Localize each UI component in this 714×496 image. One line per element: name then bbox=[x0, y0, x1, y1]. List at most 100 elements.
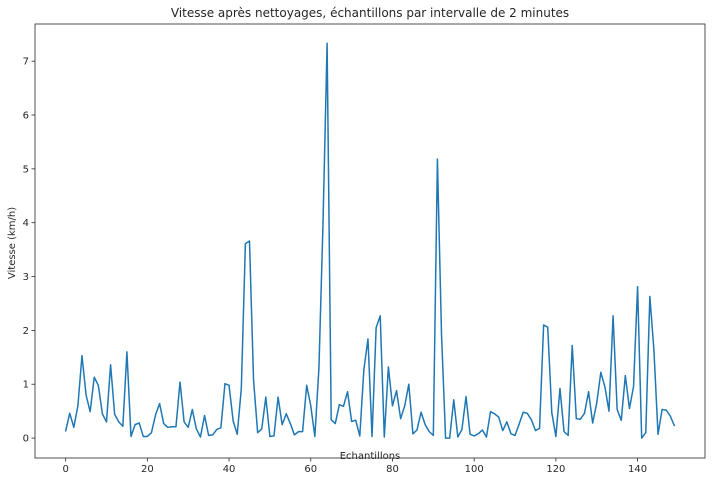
data-point bbox=[608, 410, 610, 412]
y-tick-label: 1 bbox=[23, 380, 29, 391]
data-point bbox=[600, 371, 602, 373]
data-point bbox=[567, 434, 569, 436]
data-point bbox=[538, 427, 541, 429]
data-point bbox=[265, 396, 267, 398]
data-point bbox=[653, 349, 655, 351]
data-point bbox=[489, 411, 492, 413]
x-tick-label: 40 bbox=[223, 464, 236, 475]
data-point bbox=[240, 387, 242, 390]
x-tick-label: 80 bbox=[386, 464, 399, 475]
data-point bbox=[432, 434, 434, 436]
data-point bbox=[628, 407, 631, 410]
data-point bbox=[424, 424, 426, 426]
data-point bbox=[212, 434, 214, 436]
data-point bbox=[416, 429, 418, 431]
data-point bbox=[297, 431, 300, 433]
data-point bbox=[334, 422, 336, 425]
data-point bbox=[632, 386, 635, 388]
data-point bbox=[583, 412, 586, 414]
data-point bbox=[636, 286, 639, 288]
data-point bbox=[130, 435, 132, 438]
x-tick-label: 0 bbox=[62, 464, 68, 475]
data-point bbox=[101, 413, 104, 415]
data-point bbox=[645, 432, 647, 434]
data-point bbox=[502, 429, 504, 432]
x-tick-label: 140 bbox=[628, 464, 647, 475]
data-point bbox=[195, 428, 197, 430]
data-point bbox=[457, 436, 459, 438]
data-point bbox=[244, 243, 246, 245]
data-point bbox=[559, 387, 561, 390]
data-point bbox=[391, 405, 394, 407]
data-point bbox=[375, 327, 377, 329]
data-point bbox=[534, 429, 537, 432]
data-point bbox=[208, 434, 210, 436]
data-point bbox=[252, 379, 255, 382]
data-point bbox=[371, 435, 373, 438]
data-point bbox=[269, 435, 271, 438]
data-point bbox=[105, 421, 108, 423]
data-point bbox=[616, 408, 618, 411]
data-point bbox=[261, 428, 263, 430]
data-point bbox=[428, 431, 430, 433]
data-point bbox=[449, 437, 451, 439]
data-point bbox=[171, 426, 173, 428]
data-point bbox=[146, 435, 148, 438]
y-tick-label: 0 bbox=[23, 434, 29, 445]
data-point bbox=[355, 419, 357, 421]
plot-frame bbox=[34, 23, 706, 459]
data-point bbox=[510, 433, 512, 435]
y-tick-label: 4 bbox=[23, 218, 29, 229]
data-point bbox=[379, 315, 381, 317]
data-point bbox=[69, 412, 71, 414]
data-point bbox=[322, 222, 324, 224]
data-point bbox=[122, 425, 124, 427]
data-point bbox=[187, 426, 189, 428]
data-point bbox=[236, 433, 238, 435]
data-point bbox=[649, 295, 651, 298]
data-point bbox=[114, 413, 116, 415]
data-point bbox=[395, 390, 398, 392]
chart-title: Vitesse après nettoyages, échantillons p… bbox=[171, 6, 569, 20]
data-point bbox=[641, 437, 643, 439]
data-point bbox=[665, 409, 667, 411]
data-point bbox=[620, 419, 622, 421]
data-point bbox=[163, 422, 165, 425]
data-point bbox=[293, 434, 296, 436]
data-point bbox=[97, 384, 99, 386]
data-point bbox=[551, 412, 553, 414]
data-point bbox=[93, 376, 95, 378]
data-point bbox=[109, 364, 112, 366]
data-point bbox=[346, 391, 349, 393]
data-point bbox=[506, 421, 508, 423]
y-tick-label: 3 bbox=[23, 272, 29, 283]
data-point bbox=[126, 351, 128, 353]
data-point bbox=[150, 432, 153, 434]
data-point bbox=[408, 383, 410, 385]
data-point bbox=[563, 431, 565, 433]
data-point bbox=[310, 405, 312, 407]
data-point bbox=[175, 426, 177, 428]
data-point bbox=[481, 429, 483, 431]
data-point bbox=[436, 158, 439, 160]
data-point bbox=[404, 405, 406, 407]
data-point bbox=[555, 435, 557, 438]
data-point bbox=[183, 421, 185, 423]
x-tick-label: 60 bbox=[304, 464, 317, 475]
data-point bbox=[73, 426, 75, 428]
series-line bbox=[64, 42, 676, 439]
data-point bbox=[400, 418, 402, 420]
data-point bbox=[289, 422, 291, 425]
data-point bbox=[657, 433, 659, 435]
y-tick-label: 7 bbox=[23, 57, 29, 68]
data-point bbox=[444, 437, 447, 439]
data-point bbox=[89, 411, 91, 413]
data-point bbox=[473, 435, 475, 437]
data-point bbox=[530, 419, 532, 421]
data-point bbox=[273, 435, 275, 437]
data-point bbox=[518, 423, 520, 425]
data-point bbox=[77, 405, 79, 407]
data-point bbox=[624, 375, 626, 377]
data-point bbox=[138, 422, 140, 424]
